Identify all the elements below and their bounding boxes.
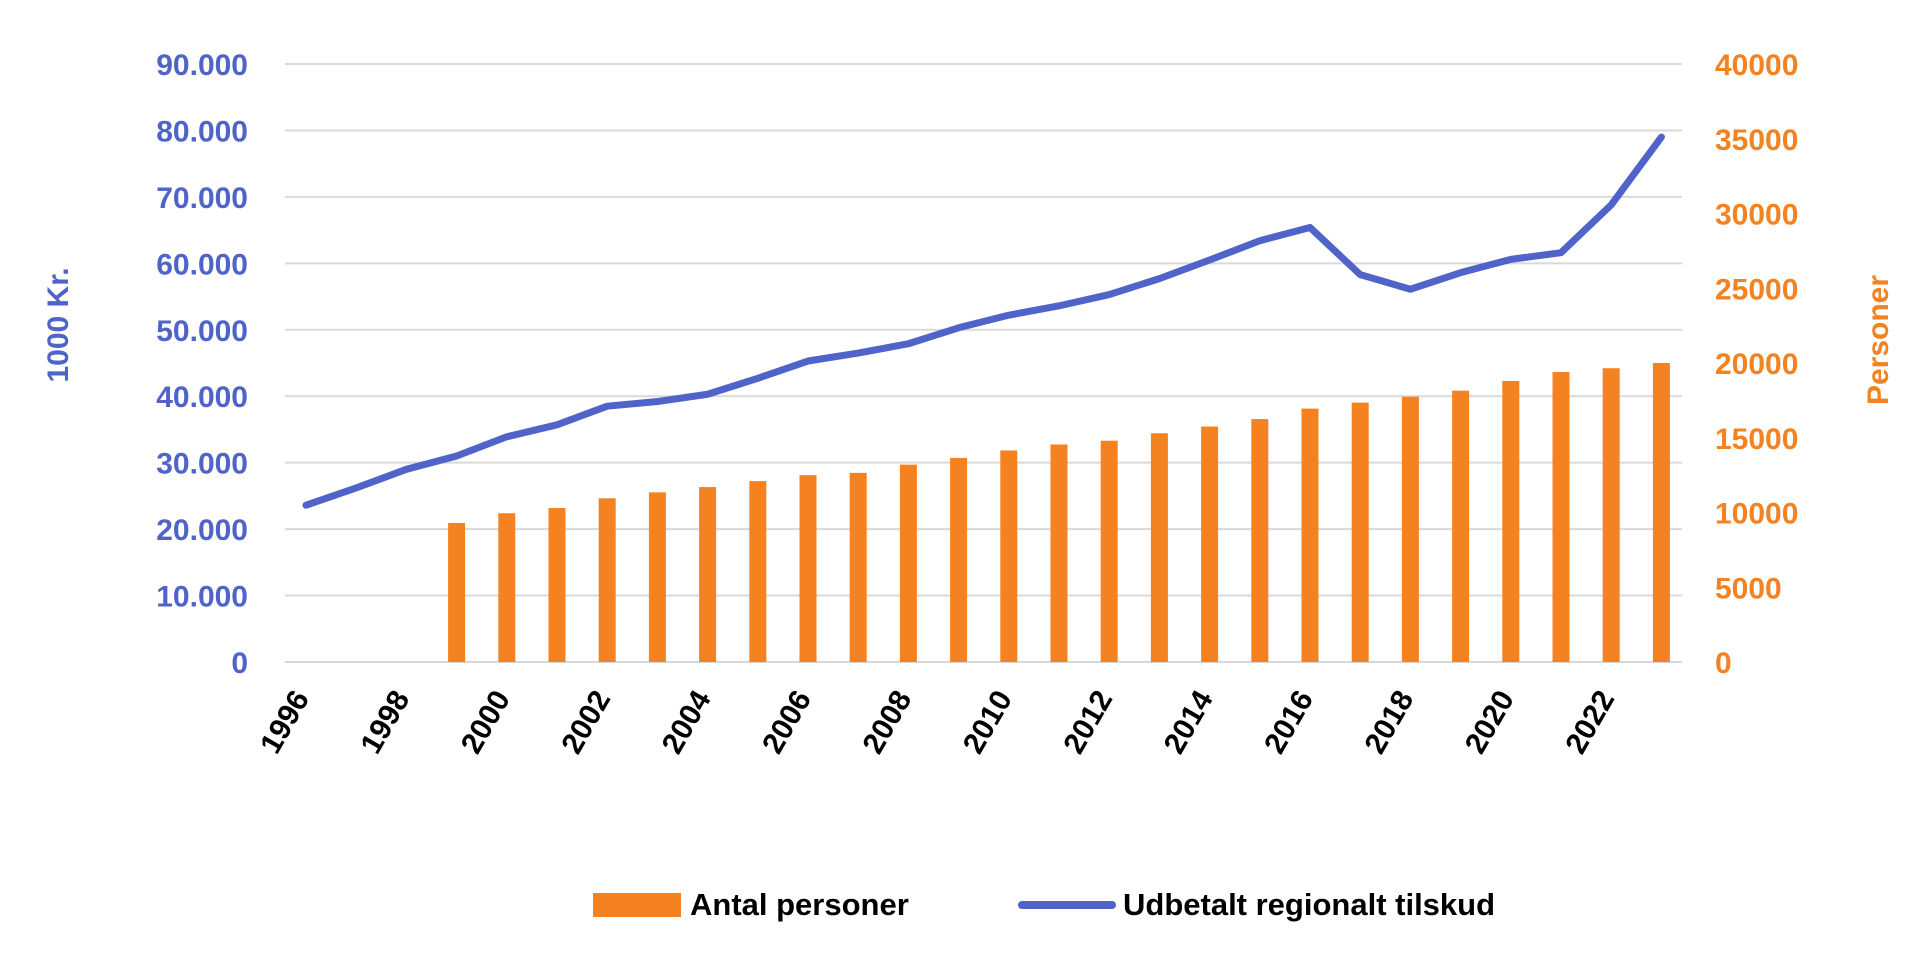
x-tick-label: 2006 <box>756 685 818 759</box>
x-tick-label: 2008 <box>857 685 919 759</box>
left-tick-label: 90.000 <box>156 49 248 82</box>
line-path <box>302 133 1665 509</box>
bar <box>1301 408 1319 662</box>
left-tick-label: 50.000 <box>156 315 248 348</box>
gridlines <box>285 63 1682 663</box>
right-tick-label: 10000 <box>1715 498 1798 531</box>
bar <box>1351 402 1369 662</box>
legend: Antal personer Udbetalt regionalt tilsku… <box>593 887 1495 922</box>
right-tick-label: 35000 <box>1715 124 1798 157</box>
right-tick-label: 15000 <box>1715 423 1798 456</box>
bar <box>1652 363 1670 662</box>
x-tick-label: 2012 <box>1057 685 1119 759</box>
x-axis-ticks: 1996 1998 2000 2002 2004 2006 2008 2010 2012 2014… <box>254 685 1621 760</box>
left-tick-label: 60.000 <box>156 248 248 281</box>
right-tick-label: 30000 <box>1715 199 1798 232</box>
bar <box>849 472 867 662</box>
legend-label-bars: Antal personer <box>690 887 909 922</box>
x-tick-label: 2020 <box>1459 685 1521 759</box>
x-tick-label: 2004 <box>656 685 718 760</box>
bar <box>1401 396 1419 662</box>
left-tick-label: 70.000 <box>156 182 248 215</box>
right-axis-ticks: 0 5000 10000 15000 20000 25000 30000 35000 40000 <box>1715 49 1798 680</box>
x-tick-label: 2016 <box>1258 685 1320 759</box>
bar <box>1602 368 1620 662</box>
x-tick-label: 2014 <box>1158 685 1220 760</box>
left-tick-label: 0 <box>231 647 248 680</box>
bar <box>498 513 516 662</box>
bar <box>1000 450 1018 662</box>
bar <box>548 508 566 662</box>
x-tick-label: 2000 <box>455 685 517 759</box>
left-tick-label: 20.000 <box>156 514 248 547</box>
bar <box>799 475 817 662</box>
right-tick-label: 0 <box>1715 647 1732 680</box>
bar <box>899 464 917 662</box>
bar <box>749 481 767 662</box>
x-tick-label: 2002 <box>555 685 617 759</box>
bar <box>648 492 666 662</box>
bar <box>1100 440 1118 662</box>
bar <box>1201 426 1219 662</box>
x-tick-label: 2010 <box>957 685 1019 759</box>
x-tick-label: 2018 <box>1359 685 1421 759</box>
left-axis-ticks: 0 10.000 20.000 30.000 40.000 50.000 60.000 70.… <box>156 49 248 680</box>
bar <box>1251 419 1269 662</box>
bar <box>1552 371 1570 662</box>
bar-series <box>448 363 1670 662</box>
line-series <box>302 133 1665 509</box>
right-axis-title: Personer <box>1862 275 1895 405</box>
left-tick-label: 40.000 <box>156 381 248 414</box>
bar <box>699 487 717 662</box>
left-tick-label: 80.000 <box>156 115 248 148</box>
bar <box>1050 444 1068 662</box>
x-tick-label: 1996 <box>254 685 316 759</box>
right-tick-label: 20000 <box>1715 348 1798 381</box>
x-tick-label: 2022 <box>1559 685 1621 759</box>
right-tick-label: 5000 <box>1715 572 1782 605</box>
legend-label-line: Udbetalt regionalt tilskud <box>1123 887 1495 922</box>
bar <box>950 457 968 662</box>
bar <box>1150 433 1168 662</box>
bar <box>448 522 466 662</box>
bar <box>598 498 616 662</box>
bar <box>1502 380 1520 662</box>
left-tick-label: 10.000 <box>156 581 248 614</box>
x-tick-label: 1998 <box>355 685 417 759</box>
left-tick-label: 30.000 <box>156 448 248 481</box>
right-tick-label: 40000 <box>1715 49 1798 82</box>
left-axis-title: 1000 Kr. <box>42 267 75 382</box>
bar <box>1452 390 1470 662</box>
legend-swatch-bars <box>593 893 681 917</box>
right-tick-label: 25000 <box>1715 273 1798 306</box>
